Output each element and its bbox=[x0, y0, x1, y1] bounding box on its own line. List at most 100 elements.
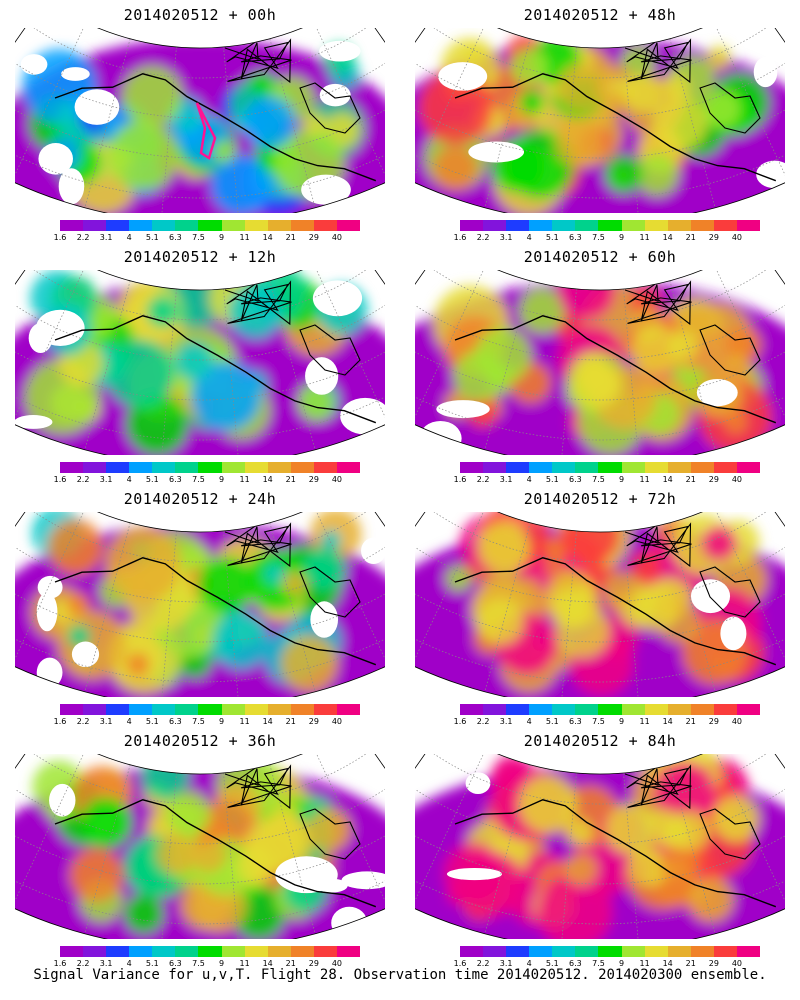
colorbar-labels: 1.6 2.2 3.1 4 5.1 6.3 7.5 9 11 14 21 29 40 bbox=[54, 717, 360, 727]
colorbar-tick-label: 9 bbox=[218, 959, 225, 968]
colorbar-tick-label: 2.2 bbox=[476, 959, 490, 968]
map-panel: 2014020512 + 48h 1.6 2.2 3.1 4 5.1 6.3 7.5 9 11 14… bbox=[400, 0, 800, 245]
map-panel: 2014020512 + 00h 1.6 2.2 3.1 4 5.1 6.3 7.5 9 11 14… bbox=[0, 0, 400, 245]
colorbar-swatch bbox=[336, 946, 361, 957]
colorbar-swatch bbox=[575, 946, 599, 957]
colorbar-tick-label: 40 bbox=[331, 233, 343, 242]
colorbar-swatch bbox=[267, 462, 291, 473]
colorbar-tick-label: 7.5 bbox=[592, 959, 605, 968]
colorbar-tick-label: 4 bbox=[526, 233, 532, 242]
colorbar-tick-label: 11 bbox=[639, 717, 650, 726]
colorbar-swatch bbox=[106, 704, 130, 715]
colorbar-tick-label: 6.3 bbox=[169, 717, 182, 726]
map-panel: 2014020512 + 24h 1.6 2.2 3.1 4 5.1 6.3 7.5 9 11 14… bbox=[0, 484, 400, 729]
map-panel: 2014020512 + 84h 1.6 2.2 3.1 4 5.1 6.3 7.5 9 11 14… bbox=[400, 726, 800, 971]
colorbar-swatch bbox=[60, 946, 84, 957]
colorbar-tick-label: 14 bbox=[662, 717, 673, 726]
colorbar-tick-label: 5.1 bbox=[145, 717, 159, 726]
colorbar-swatch bbox=[529, 220, 553, 231]
colorbar-labels: 1.6 2.2 3.1 4 5.1 6.3 7.5 9 11 14 21 29 40 bbox=[54, 959, 360, 969]
colorbar-swatch bbox=[621, 704, 645, 715]
colorbar-tick-label: 21 bbox=[285, 717, 296, 726]
colorbar-swatch bbox=[83, 220, 107, 231]
colorbar-swatch bbox=[106, 462, 130, 473]
colorbar-labels: 1.6 2.2 3.1 4 5.1 6.3 7.5 9 11 14 21 29 40 bbox=[54, 233, 360, 243]
colorbar-swatch bbox=[736, 704, 761, 715]
colorbar-swatch bbox=[198, 946, 222, 957]
variance-map bbox=[415, 270, 785, 455]
colorbar-tick-label: 7.5 bbox=[592, 475, 605, 484]
colorbar-swatch bbox=[598, 220, 622, 231]
map-panel: 2014020512 + 72h 1.6 2.2 3.1 4 5.1 6.3 7.5 9 11 14… bbox=[400, 484, 800, 729]
colorbar-tick-label: 29 bbox=[708, 959, 719, 968]
colorbar-tick-label: 40 bbox=[331, 959, 343, 968]
no-data-regions bbox=[20, 40, 361, 205]
colorbar-swatch bbox=[336, 220, 361, 231]
colorbar-swatch bbox=[244, 704, 268, 715]
colorbar-tick-label: 14 bbox=[662, 233, 673, 242]
panel-title: 2014020512 + 48h bbox=[523, 6, 677, 24]
colorbar-labels: 1.6 2.2 3.1 4 5.1 6.3 7.5 9 11 14 21 29 40 bbox=[454, 717, 760, 727]
colorbar-swatch bbox=[129, 946, 153, 957]
colorbar-tick-label: 14 bbox=[262, 717, 273, 726]
colorbar-swatch bbox=[644, 220, 668, 231]
colorbar-swatch bbox=[690, 462, 714, 473]
colorbar-tick-label: 3.1 bbox=[99, 717, 113, 726]
colorbar-swatch bbox=[552, 220, 576, 231]
colorbar-tick-label: 4 bbox=[526, 717, 532, 726]
no-data-regions bbox=[49, 783, 385, 939]
colorbar-tick-label: 40 bbox=[731, 959, 743, 968]
colorbar-tick-label: 3.1 bbox=[99, 959, 113, 968]
colorbar-tick-label: 14 bbox=[662, 959, 673, 968]
coastline bbox=[54, 280, 377, 424]
colorbar-tick-label: 7.5 bbox=[592, 233, 605, 242]
colorbar-swatch bbox=[736, 220, 761, 231]
colorbar-swatch bbox=[244, 220, 268, 231]
colorbar bbox=[460, 704, 761, 715]
colorbar-tick-label: 2.2 bbox=[476, 717, 490, 726]
colorbar-swatch bbox=[267, 704, 291, 715]
colorbar-swatch bbox=[460, 946, 484, 957]
colorbar-swatch bbox=[290, 220, 314, 231]
colorbar-tick-label: 1.6 bbox=[53, 717, 67, 726]
colorbar-swatch bbox=[152, 704, 176, 715]
colorbar-swatch bbox=[129, 704, 153, 715]
colorbar-swatch bbox=[506, 462, 530, 473]
coastline bbox=[454, 522, 777, 666]
variance-map bbox=[15, 512, 385, 697]
colorbar-tick-label: 5.1 bbox=[145, 959, 159, 968]
colorbar-tick-label: 21 bbox=[285, 233, 296, 242]
colorbar-labels: 1.6 2.2 3.1 4 5.1 6.3 7.5 9 11 14 21 29 40 bbox=[454, 233, 760, 243]
colorbar-swatch bbox=[690, 946, 714, 957]
colorbar-tick-label: 4 bbox=[126, 233, 132, 242]
colorbar-swatch bbox=[667, 704, 691, 715]
colorbar-swatch bbox=[575, 462, 599, 473]
colorbar-swatch bbox=[506, 220, 530, 231]
colorbar bbox=[60, 704, 361, 715]
colorbar-tick-label: 2.2 bbox=[476, 233, 490, 242]
variance-map bbox=[15, 270, 385, 455]
panel-title: 2014020512 + 60h bbox=[523, 248, 677, 266]
colorbar-tick-label: 29 bbox=[708, 233, 719, 242]
no-data-regions bbox=[15, 280, 385, 435]
colorbar-tick-label: 4 bbox=[126, 717, 132, 726]
colorbar-tick-label: 2.2 bbox=[76, 475, 90, 484]
colorbar-swatch bbox=[313, 462, 337, 473]
colorbar-tick-label: 7.5 bbox=[192, 233, 205, 242]
colorbar-tick-label: 1.6 bbox=[53, 475, 67, 484]
panel-title: 2014020512 + 24h bbox=[123, 490, 277, 508]
variance-map bbox=[15, 754, 385, 939]
colorbar-tick-label: 2.2 bbox=[76, 233, 90, 242]
colorbar-tick-label: 5.1 bbox=[145, 475, 159, 484]
colorbar-swatch bbox=[552, 946, 576, 957]
colorbar-swatch bbox=[644, 704, 668, 715]
colorbar-swatch bbox=[483, 462, 507, 473]
colorbar-tick-label: 11 bbox=[639, 233, 650, 242]
colorbar-swatch bbox=[129, 462, 153, 473]
colorbar-swatch bbox=[713, 704, 737, 715]
colorbar-tick-label: 29 bbox=[708, 717, 719, 726]
colorbar-tick-label: 4 bbox=[126, 959, 132, 968]
colorbar-swatch bbox=[60, 462, 84, 473]
colorbar-tick-label: 4 bbox=[126, 475, 132, 484]
colorbar-swatch bbox=[598, 946, 622, 957]
